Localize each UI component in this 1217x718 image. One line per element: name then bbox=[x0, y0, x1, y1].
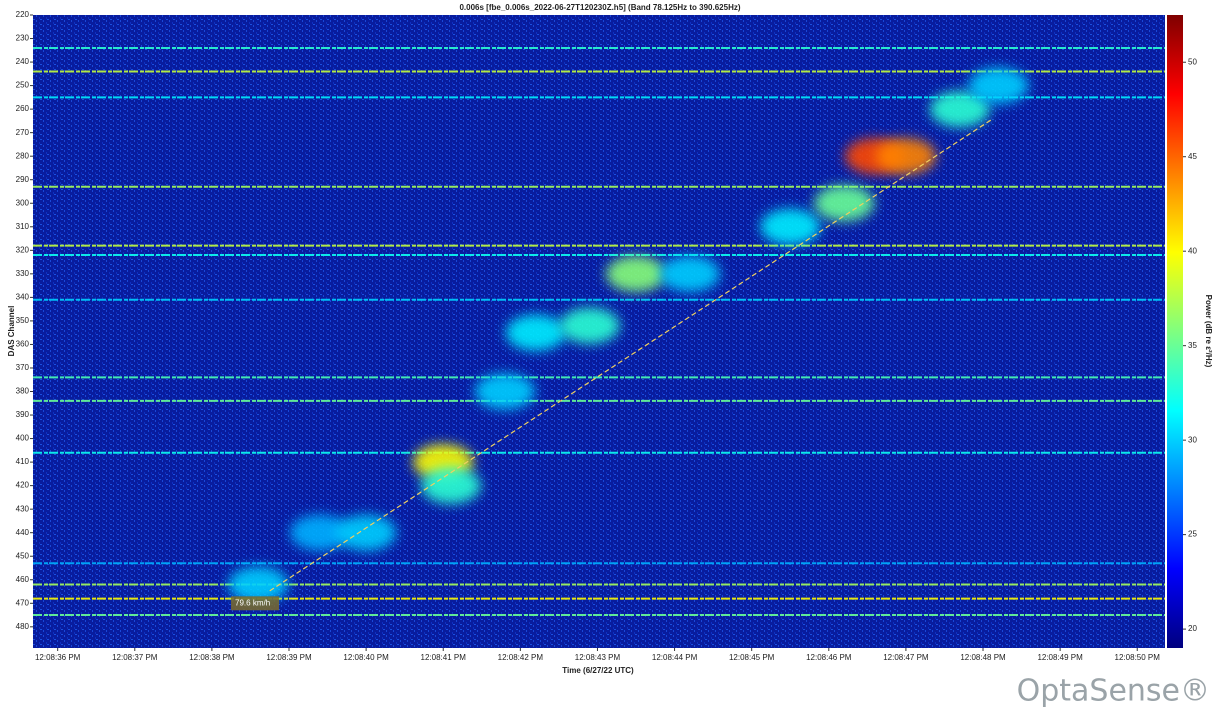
y-tick-label: 450 bbox=[16, 551, 30, 560]
y-tick-label: 350 bbox=[16, 316, 30, 325]
hotspot bbox=[289, 514, 350, 551]
x-tick-label: 12:08:40 PM bbox=[343, 653, 389, 662]
y-tick-label: 340 bbox=[16, 292, 30, 301]
colorbar-label: Power (dB re ε²/Hz) bbox=[1204, 295, 1213, 368]
hotspot bbox=[929, 91, 990, 128]
hotspot bbox=[474, 373, 535, 410]
y-tick-label: 240 bbox=[16, 57, 30, 66]
y-tick-label: 440 bbox=[16, 528, 30, 537]
y-tick-label: 370 bbox=[16, 363, 30, 372]
x-tick-label: 12:08:41 PM bbox=[421, 653, 467, 662]
hotspot bbox=[875, 138, 936, 175]
y-tick-label: 310 bbox=[16, 222, 30, 231]
hotspot bbox=[228, 566, 289, 603]
y-tick-label: 470 bbox=[16, 598, 30, 607]
hotspot bbox=[968, 67, 1029, 104]
x-tick-label: 12:08:49 PM bbox=[1037, 653, 1083, 662]
y-tick-label: 380 bbox=[16, 387, 30, 396]
y-tick-label: 230 bbox=[16, 34, 30, 43]
y-tick-label: 220 bbox=[16, 10, 30, 19]
y-tick-label: 430 bbox=[16, 504, 30, 513]
x-tick-label: 12:08:37 PM bbox=[112, 653, 158, 662]
colorbar-tick-label: 35 bbox=[1188, 341, 1197, 350]
annotation: 79.6 km/h bbox=[235, 598, 270, 607]
y-tick-label: 290 bbox=[16, 175, 30, 184]
y-tick-label: 400 bbox=[16, 434, 30, 443]
x-tick-label: 12:08:47 PM bbox=[883, 653, 929, 662]
brand-logo: OptaSense® bbox=[1017, 674, 1210, 709]
y-axis-label: DAS Channel bbox=[7, 306, 16, 357]
chart-title: 0.006s [fbe_0.006s_2022-06-27T120230Z.h5… bbox=[459, 3, 740, 12]
x-tick-label: 12:08:36 PM bbox=[35, 653, 81, 662]
colorbar bbox=[1167, 15, 1183, 648]
colorbar-tick-label: 30 bbox=[1188, 435, 1197, 444]
x-tick-label: 12:08:38 PM bbox=[189, 653, 235, 662]
colorbar-tick-label: 20 bbox=[1188, 624, 1197, 633]
colorbar-tick-label: 25 bbox=[1188, 530, 1197, 539]
y-tick-label: 250 bbox=[16, 81, 30, 90]
colorbar-tick-label: 45 bbox=[1188, 152, 1197, 161]
x-tick-label: 12:08:50 PM bbox=[1115, 653, 1161, 662]
hotspot bbox=[659, 255, 720, 292]
x-tick-label: 12:08:39 PM bbox=[266, 653, 312, 662]
y-tick-label: 410 bbox=[16, 457, 30, 466]
y-tick-label: 330 bbox=[16, 269, 30, 278]
y-tick-label: 270 bbox=[16, 128, 30, 137]
x-tick-label: 12:08:45 PM bbox=[729, 653, 775, 662]
y-tick-label: 480 bbox=[16, 622, 30, 631]
hotspot bbox=[760, 208, 821, 245]
x-tick-label: 12:08:42 PM bbox=[498, 653, 544, 662]
y-tick-label: 420 bbox=[16, 481, 30, 490]
x-tick-label: 12:08:44 PM bbox=[652, 653, 698, 662]
x-tick-label: 12:08:48 PM bbox=[960, 653, 1006, 662]
hotspot bbox=[559, 307, 620, 344]
y-tick-label: 390 bbox=[16, 410, 30, 419]
hotspot bbox=[505, 314, 566, 351]
y-tick-label: 320 bbox=[16, 245, 30, 254]
hotspot bbox=[420, 467, 481, 504]
x-axis-label: Time (6/27/22 UTC) bbox=[562, 666, 634, 675]
annotation-box bbox=[231, 596, 280, 611]
x-tick-label: 12:08:43 PM bbox=[575, 653, 621, 662]
colorbar-tick-label: 50 bbox=[1188, 57, 1197, 66]
y-tick-label: 360 bbox=[16, 340, 30, 349]
hotspot bbox=[814, 185, 875, 222]
x-tick-label: 12:08:46 PM bbox=[806, 653, 852, 662]
y-tick-label: 460 bbox=[16, 575, 30, 584]
y-tick-label: 300 bbox=[16, 198, 30, 207]
colorbar-tick-label: 40 bbox=[1188, 246, 1197, 255]
y-tick-label: 280 bbox=[16, 151, 30, 160]
hotspot bbox=[336, 514, 397, 551]
hotspot bbox=[606, 255, 667, 292]
y-tick-label: 260 bbox=[16, 104, 30, 113]
